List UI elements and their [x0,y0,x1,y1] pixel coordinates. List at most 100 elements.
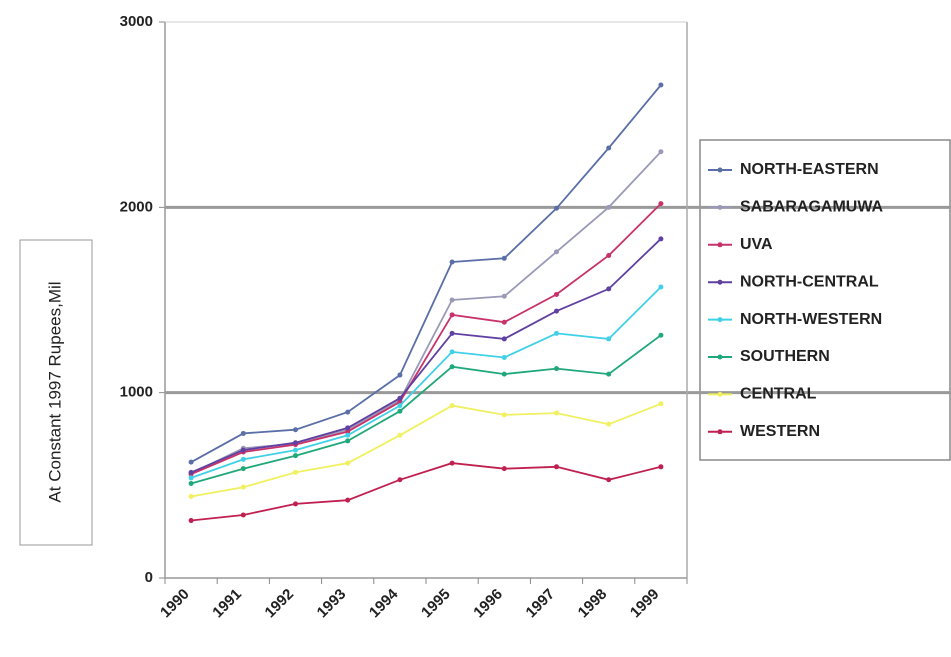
data-point [501,371,507,377]
y-tick-label: 3000 [120,13,153,30]
series-line [190,286,662,479]
data-point [449,460,455,466]
x-tick-label: 1999 [627,586,663,622]
data-point [293,501,298,507]
x-tick-label: 1996 [470,586,506,622]
data-point [606,336,612,342]
data-point [554,249,559,255]
data-point [449,330,455,336]
data-point [658,149,664,155]
legend-marker [717,279,723,285]
data-point [397,408,403,414]
legend-marker [717,167,723,173]
data-point [345,409,351,415]
data-point [345,497,351,503]
data-point [240,484,246,490]
x-tick-label: 1997 [523,586,559,622]
data-point [606,145,612,151]
data-point [188,518,194,524]
data-point [188,459,194,465]
data-point [293,469,298,475]
series-line [190,202,662,476]
data-point [658,201,664,207]
data-point [606,477,612,483]
data-point [345,460,351,466]
data-point [554,464,559,470]
data-point [554,330,559,336]
data-point [345,425,351,431]
data-point [554,291,559,297]
data-point [554,205,559,211]
series-line [191,462,662,522]
legend-label: SOUTHERN [740,348,830,365]
x-tick-label: 1993 [314,586,350,622]
data-point [397,403,403,409]
data-point [554,308,559,314]
x-tick-label: 1992 [262,586,298,622]
series-line [190,238,662,474]
legend-marker [717,429,723,435]
series-line [190,84,662,463]
legend-label: WESTERN [740,423,820,440]
series-line [190,402,662,498]
data-point [240,466,246,472]
data-point [554,366,559,372]
data-point [240,456,246,462]
y-tick-label: 2000 [120,198,153,215]
data-point [188,493,194,499]
y-tick-label: 0 [145,569,153,586]
legend-marker [717,391,723,397]
legend-label: NORTH-EASTERN [740,161,879,178]
data-point [449,349,455,355]
data-point [397,477,403,483]
data-point [188,469,194,475]
data-point [449,403,455,409]
data-point [501,255,507,261]
data-point [501,336,507,342]
data-point [345,438,351,444]
data-point [293,440,298,446]
data-point [658,464,664,470]
legend-label: CENTRAL [740,386,817,403]
data-point [554,410,559,416]
data-point [501,319,507,325]
y-axis-label: At Constant 1997 Rupees,Mil [45,281,64,502]
data-point [188,480,194,486]
data-point [345,429,351,435]
data-point [293,427,298,433]
legend-label: SABARAGAMUWA [740,199,884,216]
data-point [240,447,246,453]
legend-label: NORTH-WESTERN [740,311,882,328]
data-point [293,447,298,453]
data-point [345,432,351,438]
data-point [240,430,246,436]
data-point [606,371,612,377]
data-point [658,332,664,338]
data-point [658,82,664,88]
x-tick-label: 1995 [418,586,454,622]
data-point [658,284,664,290]
data-point [658,401,664,407]
data-point [501,466,507,472]
data-point [240,512,246,518]
x-tick-label: 1994 [366,585,402,621]
legend-label: UVA [740,236,773,253]
data-point [606,421,612,427]
legend-label: NORTH-CENTRAL [740,273,879,290]
y-tick-label: 1000 [120,384,153,401]
plot: 0 1000 2000 3000 1990 1991 1992 1993 1994 1995 199… [120,13,951,621]
data-point [606,204,612,210]
data-point [501,293,507,299]
data-point [606,253,612,259]
data-point [397,372,403,378]
legend-marker [717,354,723,360]
x-tick-label: 1990 [157,586,193,622]
data-point [397,432,403,438]
data-point [501,412,507,418]
data-point [449,312,455,318]
data-point [397,395,403,401]
data-point [449,364,455,370]
y-label-box [19,239,93,546]
data-point [449,259,455,265]
